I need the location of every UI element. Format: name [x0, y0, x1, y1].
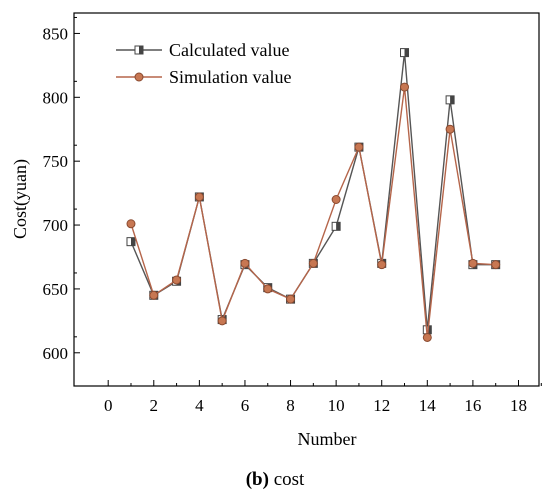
x-tick-label: 2: [150, 396, 159, 415]
data-point: [400, 82, 410, 92]
legend: Calculated value Simulation value: [116, 40, 291, 87]
legend-item-2: Simulation value: [116, 67, 291, 87]
legend-label: Simulation value: [169, 67, 291, 87]
series-2: [126, 82, 501, 342]
marker-fill: [427, 325, 432, 334]
data-point: [377, 260, 387, 270]
data-point: [240, 258, 250, 268]
marker-fill: [404, 48, 409, 57]
figure-caption: (b) cost: [246, 469, 305, 490]
data-point: [126, 237, 136, 247]
data-point: [308, 258, 318, 268]
x-tick-label: 16: [464, 396, 481, 415]
y-tick-label: 750: [43, 152, 69, 171]
data-point: [149, 290, 159, 300]
legend-label: Calculated value: [169, 40, 289, 60]
data-point: [468, 258, 478, 268]
plot-frame: [73, 12, 540, 387]
x-axis: 0 2 4 6 8 10 12 14 16 18: [104, 380, 542, 415]
marker-fill: [450, 95, 455, 104]
data-point: [354, 142, 364, 152]
caption-bold: (b): [246, 469, 269, 490]
y-tick-label: 650: [43, 280, 69, 299]
data-point: [445, 95, 455, 105]
marker-fill: [130, 237, 135, 246]
y-axis-label: Cost(yuan): [10, 159, 31, 239]
series-group: [126, 48, 501, 342]
data-point: [263, 284, 273, 294]
x-tick-label: 4: [195, 396, 204, 415]
data-point: [331, 195, 341, 204]
x-tick-label: 14: [419, 396, 437, 415]
series-line: [130, 52, 496, 330]
data-point: [400, 48, 410, 58]
data-point: [286, 294, 296, 304]
marker-fill: [139, 46, 143, 54]
data-point: [445, 124, 455, 134]
legend-marker: [134, 72, 144, 82]
legend-item-1: Calculated value: [116, 40, 289, 60]
data-point: [172, 275, 182, 285]
data-point: [331, 221, 341, 231]
data-point: [126, 219, 136, 229]
data-point: [194, 192, 204, 202]
data-point: [217, 316, 227, 326]
y-axis: 600 650 700 750 800 850: [43, 16, 80, 363]
y-tick-label: 700: [43, 216, 69, 235]
y-tick-label: 800: [43, 88, 69, 107]
x-axis-label: Number: [298, 429, 357, 449]
data-point: [491, 260, 501, 270]
x-tick-label: 0: [104, 396, 113, 415]
x-tick-label: 6: [241, 396, 250, 415]
y-tick-label: 850: [43, 24, 69, 43]
series-line: [130, 86, 496, 338]
x-tick-label: 18: [510, 396, 527, 415]
marker-fill: [336, 222, 341, 231]
x-tick-label: 8: [286, 396, 295, 415]
caption-rest: cost: [269, 469, 305, 490]
legend-marker: [134, 45, 144, 55]
x-tick-label: 10: [328, 396, 345, 415]
y-tick-label: 600: [43, 344, 69, 363]
data-point: [422, 332, 432, 342]
x-tick-label: 12: [373, 396, 390, 415]
